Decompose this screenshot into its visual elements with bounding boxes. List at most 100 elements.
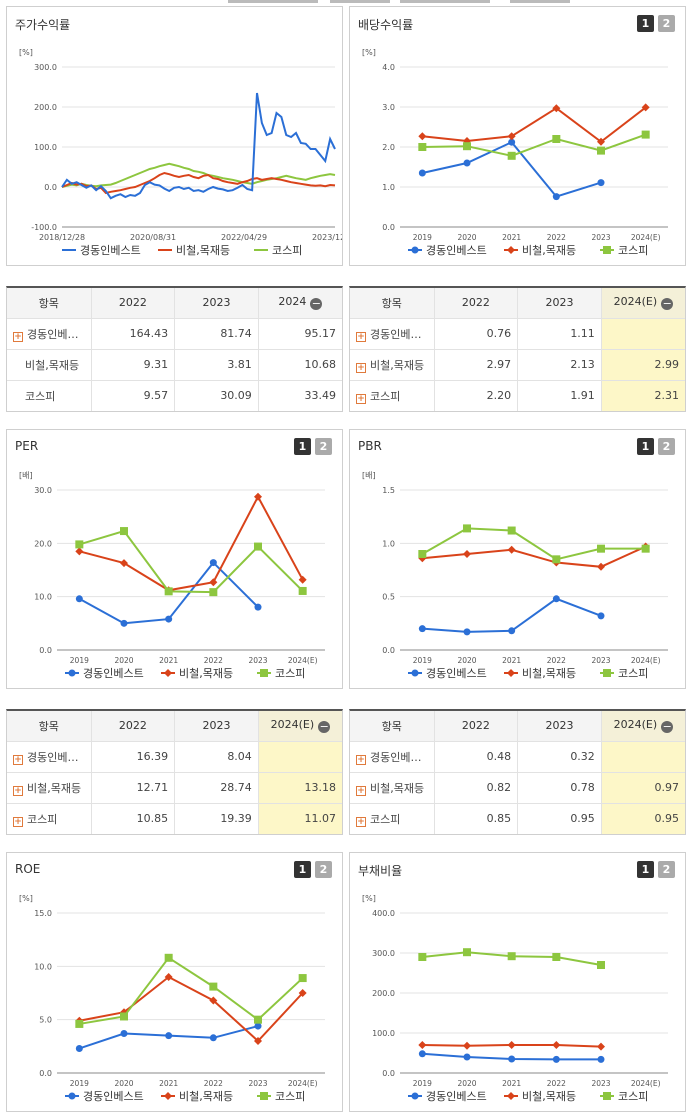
x-tick-label: 2021 — [159, 656, 178, 665]
legend-marker-kospi — [260, 1092, 268, 1100]
th-item: 항목 — [350, 711, 434, 742]
series-line-sector — [79, 975, 304, 1043]
row-label-text: 경동인베… — [27, 327, 79, 341]
data-point-company — [508, 1055, 516, 1063]
data-point-kospi — [254, 1015, 262, 1024]
data-point-company — [597, 1055, 605, 1063]
expand-icon[interactable]: + — [13, 816, 23, 827]
button-1[interactable]: 1 — [637, 15, 654, 32]
data-point-company — [418, 169, 426, 177]
series-line-kospi — [422, 133, 647, 157]
row-label: + 코스피 — [350, 803, 434, 834]
expand-icon[interactable]: + — [356, 785, 366, 796]
chart-svg: [배]30.0 20.0 10.0 0.0 2019 2020 2021 2022 2023 20… — [19, 471, 325, 680]
collapse-icon[interactable]: − — [310, 297, 323, 311]
expand-icon[interactable]: + — [356, 816, 366, 827]
legend-label-kospi: 코스피 — [275, 1090, 305, 1103]
table-cell: 0.97 — [600, 772, 685, 804]
y-tick-label: 200.0 — [372, 989, 395, 998]
table-row: + 코스피 10.85 19.39 11.07 — [7, 803, 342, 834]
expand-icon[interactable]: + — [13, 331, 23, 342]
button-2[interactable]: 2 — [315, 861, 332, 878]
expand-icon[interactable]: + — [356, 362, 366, 373]
collapse-icon[interactable]: − — [318, 720, 331, 734]
button-1[interactable]: 1 — [294, 438, 311, 455]
row-label-text: 경동인베… — [370, 327, 422, 341]
data-point-kospi — [463, 948, 471, 957]
expand-icon[interactable]: + — [13, 785, 23, 796]
table-cell: 19.39 — [174, 803, 259, 834]
expand-icon[interactable]: + — [356, 393, 366, 404]
data-point-company — [75, 595, 83, 603]
button-2[interactable]: 2 — [315, 438, 332, 455]
x-tick-label: 2022/04/29 — [221, 233, 267, 242]
table-dividend-yield: 항목 2022 2023 2024(E) − + 경동인베… 0.76 1.11 + 비철,목재등 2… — [349, 286, 686, 412]
x-tick-label: 2023/12/28 — [312, 233, 343, 242]
expand-icon[interactable]: + — [356, 754, 366, 765]
legend-marker-sector — [507, 246, 515, 254]
th-2022: 2022 — [433, 711, 518, 742]
legend-label-company: 경동인베스트 — [426, 1090, 487, 1103]
collapse-icon[interactable]: − — [661, 720, 674, 734]
button-2[interactable]: 2 — [658, 438, 675, 455]
unit-label: [%] — [19, 894, 33, 903]
button-1[interactable]: 1 — [294, 861, 311, 878]
table-cell: 12.71 — [90, 772, 175, 804]
y-tick-label: 0.0 — [382, 1069, 395, 1078]
data-point-sector — [75, 547, 84, 556]
data-point-kospi — [597, 961, 605, 969]
y-tick-label: -100.0 — [31, 223, 57, 232]
x-tick-label: 2023 — [591, 656, 610, 665]
expand-icon[interactable]: + — [356, 331, 366, 342]
th-2024: 2024(E) − — [600, 288, 685, 319]
data-point-company — [165, 615, 173, 623]
data-point-kospi — [418, 953, 427, 961]
x-tick-label: 2020/08/31 — [130, 233, 176, 242]
table-cell: 2.20 — [433, 380, 518, 411]
unit-label: [배] — [19, 471, 33, 480]
button-2[interactable]: 2 — [658, 861, 675, 878]
data-point-kospi — [75, 1019, 84, 1028]
series-line-company — [422, 597, 602, 633]
chart-panel-stock-return: 주가수익률 [%] 300.0 200.0 100.0 0.0 -100.0 2018/12… — [6, 6, 343, 266]
data-point-kospi — [507, 151, 516, 160]
data-point-kospi — [164, 953, 173, 962]
data-table: 항목 2022 2023 2024− + 경동인베… 164.43 81.74 95.17 비철,… — [7, 288, 342, 411]
data-point-company — [418, 625, 426, 633]
x-tick-label: 2019 — [70, 656, 89, 665]
series-line-kospi — [79, 529, 304, 594]
row-label-text: 비철,목재등 — [370, 358, 425, 372]
expand-icon[interactable]: + — [13, 754, 23, 765]
data-point-kospi — [418, 143, 427, 151]
table-cell: 9.57 — [90, 380, 175, 411]
th-2024: 2024− — [257, 288, 342, 319]
y-tick-label: 10.0 — [34, 593, 52, 602]
x-tick-label: 2018/12/28 — [39, 233, 85, 242]
legend-marker-kospi — [603, 246, 611, 254]
y-tick-label: 10.0 — [34, 962, 52, 971]
row-label-text: 코스피 — [370, 812, 401, 826]
legend-label-kospi: 코스피 — [618, 667, 648, 680]
row-label-text: 코스피 — [25, 389, 56, 403]
button-1[interactable]: 1 — [637, 861, 654, 878]
table-cell: 28.74 — [174, 772, 259, 804]
button-2[interactable]: 2 — [658, 15, 675, 32]
data-point-kospi — [298, 974, 307, 983]
data-point-kospi — [507, 526, 516, 535]
table-cell: 10.85 — [90, 803, 175, 834]
row-label-text: 경동인베… — [27, 750, 79, 764]
legend-label-company: 경동인베스트 — [426, 244, 487, 257]
button-1[interactable]: 1 — [637, 438, 654, 455]
data-point-sector — [597, 562, 605, 571]
series-line-kospi — [61, 162, 336, 188]
collapse-icon[interactable]: − — [661, 297, 674, 311]
table-cell: 2.31 — [600, 380, 685, 411]
legend-label-sector: 비철,목재등 — [522, 244, 576, 257]
table-row: 코스피 9.57 30.09 33.49 — [7, 380, 342, 411]
series-line-company — [422, 140, 602, 198]
row-label: + 경동인베… — [7, 318, 91, 350]
row-label: + 비철,목재등 — [350, 349, 434, 381]
